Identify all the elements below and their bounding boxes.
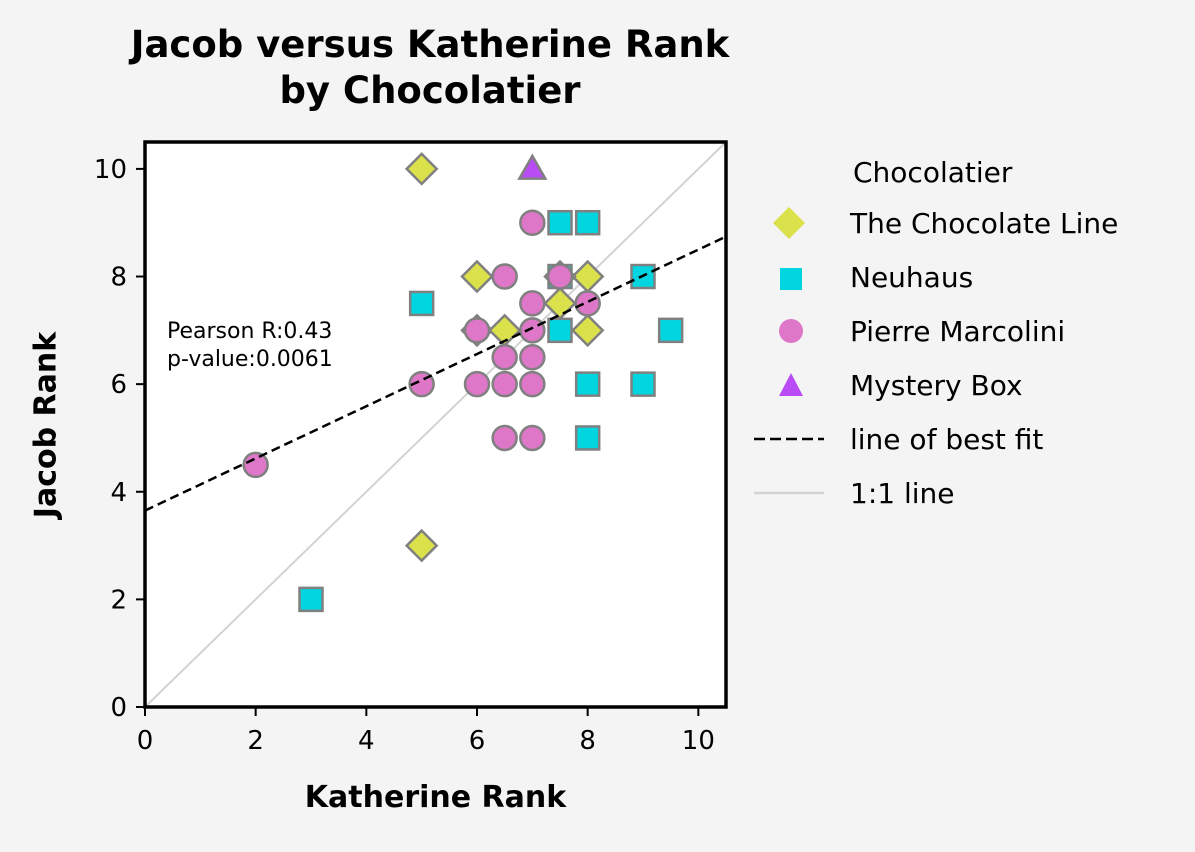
x-axis-label: Katherine Rank (304, 780, 567, 815)
legend-label: The Chocolate Line (850, 206, 1119, 240)
legend-item-the-chocolate-line: The Chocolate Line (750, 196, 1180, 250)
square-marker (630, 371, 656, 397)
circle-marker (491, 424, 518, 452)
legend: Chocolatier The Chocolate Line Neuhaus P… (750, 150, 1180, 520)
reference-lines (144, 141, 727, 708)
square-marker (657, 317, 684, 344)
y-tick-label: 10 (94, 155, 127, 185)
triangle-marker-icon (750, 365, 828, 405)
legend-label: 1:1 line (850, 476, 955, 510)
x-tick-label: 0 (137, 726, 154, 756)
circle-marker-icon (750, 311, 828, 351)
data-points (242, 152, 684, 613)
square-marker (574, 425, 601, 451)
y-tick-label: 8 (110, 263, 127, 293)
chart-title-line-1: Jacob versus Katherine Rank (130, 23, 730, 66)
diamond-marker (460, 259, 494, 294)
legend-item-one-to-one: 1:1 line (750, 466, 1180, 520)
best-fit-line (144, 235, 727, 512)
legend-label: line of best fit (850, 422, 1044, 456)
p-value-text: p-value:0.0061 (167, 347, 333, 372)
circle-marker (242, 451, 269, 479)
legend-item-mystery-box: Mystery Box (750, 358, 1180, 412)
diamond-marker (570, 313, 605, 348)
circle-marker (491, 263, 518, 290)
diamond-marker (404, 528, 439, 563)
circle-marker (519, 317, 546, 344)
diamond-marker-icon (750, 203, 828, 243)
circle-marker (463, 317, 491, 344)
y-tick-label: 0 (110, 693, 127, 723)
x-tick-label: 4 (358, 726, 375, 756)
legend-item-pierre-marcolini: Pierre Marcolini (750, 304, 1180, 358)
legend-label: Mystery Box (850, 368, 1023, 402)
y-tick-label: 2 (110, 585, 127, 615)
circle-marker (491, 343, 518, 371)
circle-marker (519, 424, 546, 452)
solid-line-icon (750, 473, 828, 513)
circle-marker (519, 209, 546, 236)
square-marker (574, 209, 601, 236)
x-tick-label: 6 (469, 726, 486, 756)
triangle-marker (517, 153, 548, 180)
circle-marker (546, 263, 574, 290)
circle-marker (519, 290, 546, 317)
stats-annotation: Pearson R:0.43 p-value:0.0061 (167, 318, 333, 374)
circle-marker (574, 290, 601, 317)
square-marker (574, 371, 601, 397)
square-marker-icon (750, 257, 828, 297)
chart-title-line-2: by Chocolatier (279, 69, 581, 112)
circle-marker (519, 370, 546, 398)
square-marker (547, 209, 573, 236)
x-tick-label: 2 (247, 726, 264, 756)
legend-item-best-fit: line of best fit (750, 412, 1180, 466)
circle-marker (491, 370, 518, 398)
x-tick-label: 8 (579, 726, 596, 756)
y-tick-label: 6 (110, 370, 127, 400)
diamond-marker (404, 152, 439, 186)
circle-marker (463, 370, 491, 398)
legend-item-neuhaus: Neuhaus (750, 250, 1180, 304)
chart-title: Jacob versus Katherine Rank by Chocolati… (60, 22, 800, 114)
plot-frame (143, 140, 728, 709)
square-marker (547, 317, 573, 344)
legend-title: Chocolatier (853, 156, 1013, 189)
axis-ticks: 0 2 4 6 8 10 0 2 4 6 8 10 (94, 155, 715, 756)
legend-label: Neuhaus (850, 260, 974, 294)
pearson-r-text: Pearson R:0.43 (167, 319, 333, 344)
circle-marker (519, 343, 546, 371)
x-tick-label: 10 (682, 726, 715, 756)
legend-label: Pierre Marcolini (850, 314, 1066, 348)
square-marker (408, 290, 435, 317)
dashed-line-icon (750, 419, 828, 459)
y-tick-label: 4 (110, 478, 127, 508)
one-to-one-line (144, 141, 727, 708)
square-marker (298, 586, 324, 613)
